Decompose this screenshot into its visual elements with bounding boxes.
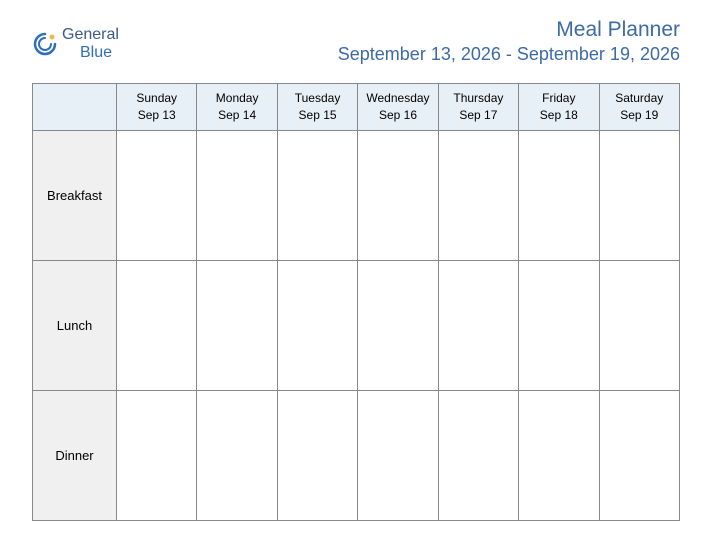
meal-cell[interactable]	[117, 260, 197, 390]
day-header-saturday: Saturday Sep 19	[599, 84, 679, 131]
meal-cell[interactable]	[438, 390, 518, 520]
table-row-breakfast: Breakfast	[33, 130, 680, 260]
meal-cell[interactable]	[358, 260, 438, 390]
meal-cell[interactable]	[438, 260, 518, 390]
day-header-sunday: Sunday Sep 13	[117, 84, 197, 131]
day-date: Sep 17	[441, 107, 516, 124]
meal-cell[interactable]	[519, 130, 599, 260]
meal-cell[interactable]	[277, 260, 357, 390]
meal-cell[interactable]	[117, 390, 197, 520]
title-block: Meal Planner September 13, 2026 - Septem…	[338, 18, 680, 65]
day-header-monday: Monday Sep 14	[197, 84, 277, 131]
page-title: Meal Planner	[338, 18, 680, 42]
meal-cell[interactable]	[519, 260, 599, 390]
day-date: Sep 16	[360, 107, 435, 124]
meal-label-lunch: Lunch	[33, 260, 117, 390]
corner-cell	[33, 84, 117, 131]
day-name: Wednesday	[360, 90, 435, 107]
table-row-dinner: Dinner	[33, 390, 680, 520]
logo-text: General Blue	[62, 26, 119, 61]
date-range: September 13, 2026 - September 19, 2026	[338, 44, 680, 65]
day-date: Sep 19	[602, 107, 677, 124]
meal-cell[interactable]	[599, 130, 679, 260]
day-name: Monday	[199, 90, 274, 107]
meal-cell[interactable]	[599, 260, 679, 390]
meal-cell[interactable]	[358, 390, 438, 520]
meal-cell[interactable]	[197, 390, 277, 520]
day-date: Sep 15	[280, 107, 355, 124]
meal-cell[interactable]	[358, 130, 438, 260]
meal-label-breakfast: Breakfast	[33, 130, 117, 260]
logo-swirl-icon	[32, 31, 58, 57]
meal-cell[interactable]	[277, 130, 357, 260]
day-date: Sep 13	[119, 107, 194, 124]
meal-cell[interactable]	[277, 390, 357, 520]
day-header-thursday: Thursday Sep 17	[438, 84, 518, 131]
meal-cell[interactable]	[599, 390, 679, 520]
meal-cell[interactable]	[519, 390, 599, 520]
meal-cell[interactable]	[197, 260, 277, 390]
day-name: Saturday	[602, 90, 677, 107]
day-header-wednesday: Wednesday Sep 16	[358, 84, 438, 131]
day-name: Tuesday	[280, 90, 355, 107]
day-name: Friday	[521, 90, 596, 107]
header: General Blue Meal Planner September 13, …	[32, 18, 680, 65]
day-date: Sep 14	[199, 107, 274, 124]
day-date: Sep 18	[521, 107, 596, 124]
logo-text-blue: Blue	[80, 44, 112, 61]
day-header-tuesday: Tuesday Sep 15	[277, 84, 357, 131]
meal-cell[interactable]	[438, 130, 518, 260]
header-row: Sunday Sep 13 Monday Sep 14 Tuesday Sep …	[33, 84, 680, 131]
day-name: Thursday	[441, 90, 516, 107]
day-name: Sunday	[119, 90, 194, 107]
meal-cell[interactable]	[197, 130, 277, 260]
meal-cell[interactable]	[117, 130, 197, 260]
table-row-lunch: Lunch	[33, 260, 680, 390]
logo: General Blue	[32, 26, 119, 61]
logo-text-general: General	[62, 26, 119, 43]
meal-planner-table: Sunday Sep 13 Monday Sep 14 Tuesday Sep …	[32, 83, 680, 521]
day-header-friday: Friday Sep 18	[519, 84, 599, 131]
meal-label-dinner: Dinner	[33, 390, 117, 520]
